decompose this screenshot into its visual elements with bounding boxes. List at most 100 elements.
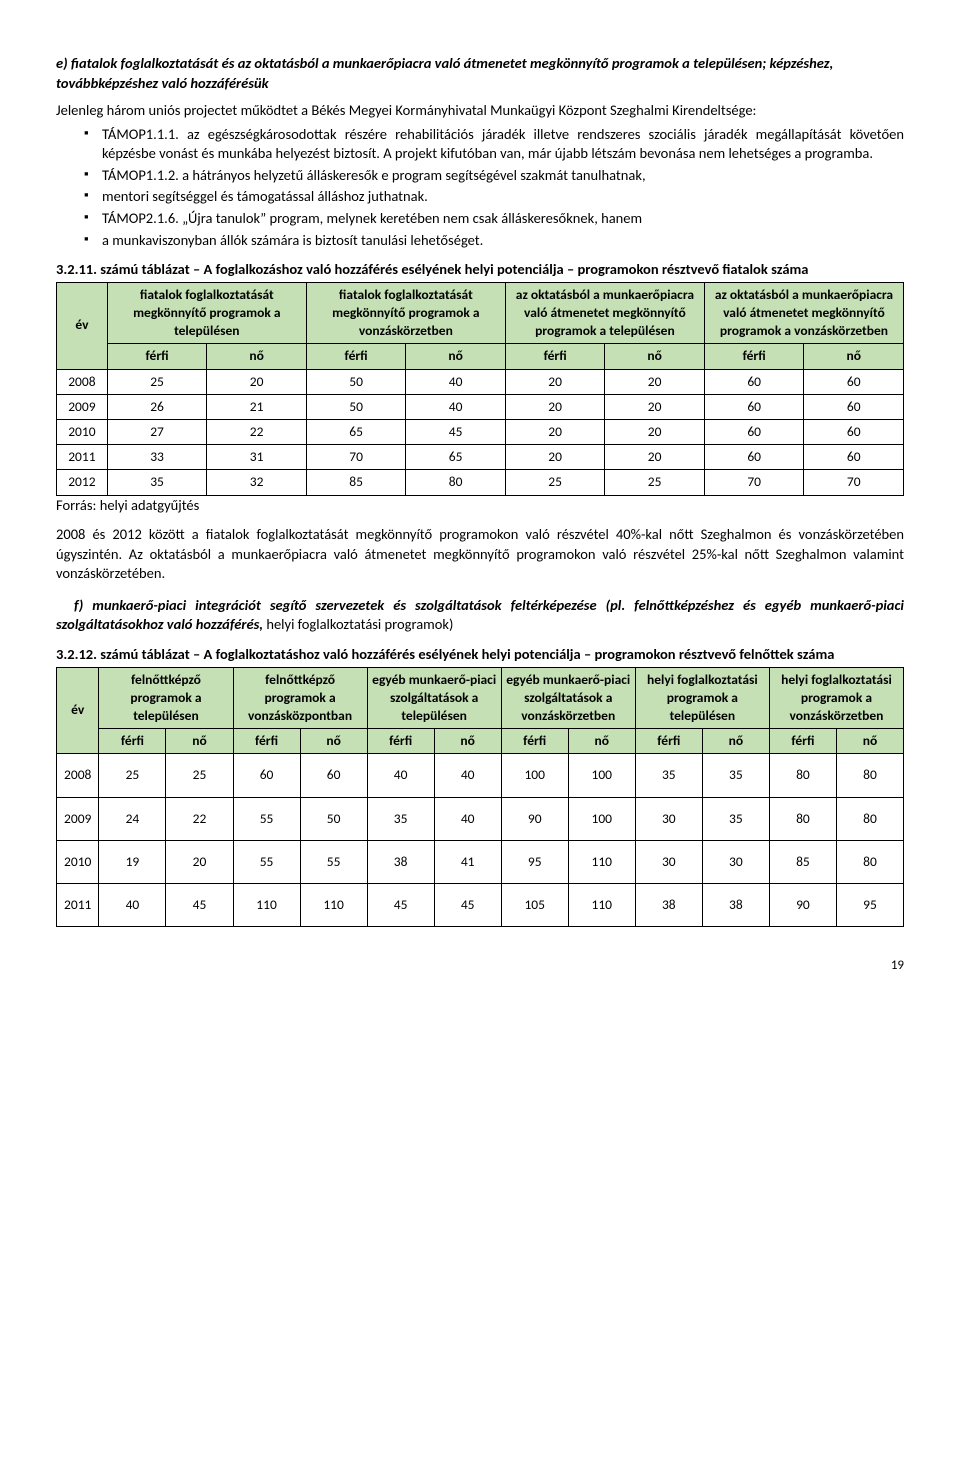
table-cell: 20 <box>605 394 705 419</box>
table-cell: 38 <box>702 884 769 927</box>
table-cell: 26 <box>107 394 207 419</box>
table-row: 20092422555035409010030358080 <box>57 797 904 840</box>
table-row: 20114045110110454510511038389095 <box>57 884 904 927</box>
table-cell: 85 <box>769 840 836 883</box>
table-cell: 20 <box>207 369 307 394</box>
table-cell: 30 <box>635 797 702 840</box>
table-cell: 95 <box>501 840 568 883</box>
table-cell: 110 <box>300 884 367 927</box>
th-sub-f: nő <box>702 729 769 754</box>
table-cell: 110 <box>233 884 300 927</box>
table-cell: 41 <box>434 840 501 883</box>
table-cell: 60 <box>804 394 904 419</box>
table-cell: 60 <box>300 754 367 797</box>
table-cell: 32 <box>207 470 307 495</box>
table-cell: 2012 <box>57 470 108 495</box>
table-cell: 27 <box>107 419 207 444</box>
table-cell: 65 <box>406 445 506 470</box>
table-cell: 80 <box>836 754 903 797</box>
th-sub-m: férfi <box>233 729 300 754</box>
section-e-bullets: TÁMOP1.1.1. az egészségkárosodottak rész… <box>56 125 904 250</box>
th-sub-f: nő <box>207 344 307 369</box>
th-sub-m: férfi <box>505 344 605 369</box>
table-cell: 20 <box>605 419 705 444</box>
th-group: fiatalok foglalkoztatását megkönnyítő pr… <box>107 282 306 344</box>
table-cell: 80 <box>836 840 903 883</box>
th-group: az oktatásból a munkaerőpiacra való átme… <box>505 282 704 344</box>
table-row: 20113331706520206060 <box>57 445 904 470</box>
table-cell: 60 <box>804 419 904 444</box>
table-cell: 65 <box>306 419 406 444</box>
table-cell: 50 <box>306 369 406 394</box>
table-cell: 20 <box>605 445 705 470</box>
table-row: 20082520504020206060 <box>57 369 904 394</box>
table-cell: 22 <box>166 797 233 840</box>
table-cell: 35 <box>702 754 769 797</box>
table-cell: 60 <box>704 394 804 419</box>
table-cell: 40 <box>434 797 501 840</box>
table-cell: 55 <box>233 840 300 883</box>
table-cell: 45 <box>406 419 506 444</box>
table2-body: 2008252560604040100100353580802009242255… <box>57 754 904 927</box>
table-row: 20101920555538419511030308580 <box>57 840 904 883</box>
table-cell: 80 <box>769 797 836 840</box>
table2-title: 3.2.12. számú táblázat – A foglalkoztatá… <box>56 645 904 665</box>
table-cell: 35 <box>635 754 702 797</box>
table-cell: 33 <box>107 445 207 470</box>
table-cell: 60 <box>704 369 804 394</box>
table-cell: 24 <box>99 797 166 840</box>
th-group: az oktatásból a munkaerőpiacra való átme… <box>704 282 903 344</box>
table-cell: 55 <box>233 797 300 840</box>
table-cell: 110 <box>568 840 635 883</box>
section-e-heading: e) fiatalok foglalkoztatását és az oktat… <box>56 54 904 93</box>
table-cell: 80 <box>406 470 506 495</box>
th-group: felnőttképző programok a településen <box>99 667 233 729</box>
table-cell: 60 <box>804 445 904 470</box>
th-group: fiatalok foglalkoztatását megkönnyítő pr… <box>306 282 505 344</box>
table-cell: 20 <box>505 419 605 444</box>
th-sub-m: férfi <box>367 729 434 754</box>
table-cell: 2011 <box>57 884 99 927</box>
th-sub-f: nő <box>568 729 635 754</box>
table-cell: 50 <box>300 797 367 840</box>
table-cell: 2009 <box>57 394 108 419</box>
table-cell: 80 <box>836 797 903 840</box>
table-cell: 100 <box>568 754 635 797</box>
th-sub-f: nő <box>434 729 501 754</box>
table-cell: 20 <box>505 445 605 470</box>
table-cell: 30 <box>635 840 702 883</box>
th-sub-m: férfi <box>704 344 804 369</box>
table-cell: 2010 <box>57 840 99 883</box>
th-group: egyéb munkaerő-piaci szolgáltatások a vo… <box>501 667 635 729</box>
table1-title: 3.2.11. számú táblázat – A foglalkozásho… <box>56 260 904 280</box>
th-sub-f: nő <box>300 729 367 754</box>
section-f-heading-bold: f) munkaerő-piaci integrációt segítő sze… <box>56 596 904 634</box>
th-sub-f: nő <box>406 344 506 369</box>
table-cell: 45 <box>434 884 501 927</box>
table-cell: 25 <box>505 470 605 495</box>
bullet-item: TÁMOP1.1.1. az egészségkárosodottak rész… <box>56 125 904 164</box>
table2: év felnőttképző programok a településen … <box>56 667 904 928</box>
table-cell: 40 <box>406 394 506 419</box>
table-cell: 25 <box>166 754 233 797</box>
table-cell: 21 <box>207 394 307 419</box>
table-cell: 38 <box>635 884 702 927</box>
table-cell: 100 <box>501 754 568 797</box>
table-cell: 105 <box>501 884 568 927</box>
table-cell: 60 <box>804 369 904 394</box>
table-cell: 85 <box>306 470 406 495</box>
table-cell: 60 <box>704 419 804 444</box>
table-cell: 80 <box>769 754 836 797</box>
table-cell: 22 <box>207 419 307 444</box>
table-cell: 2011 <box>57 445 108 470</box>
section-f-heading: f) munkaerő-piaci integrációt segítő sze… <box>56 596 904 635</box>
th-group: helyi foglalkoztatási programok a vonzás… <box>769 667 903 729</box>
section-f-heading-plain: helyi foglalkoztatási programok) <box>263 615 453 633</box>
table1-body: 2008252050402020606020092621504020206060… <box>57 369 904 495</box>
th-sub-m: férfi <box>107 344 207 369</box>
table-cell: 2008 <box>57 754 99 797</box>
table-cell: 20 <box>605 369 705 394</box>
table-cell: 25 <box>605 470 705 495</box>
table-cell: 110 <box>568 884 635 927</box>
th-group: helyi foglalkoztatási programok a telepü… <box>635 667 769 729</box>
